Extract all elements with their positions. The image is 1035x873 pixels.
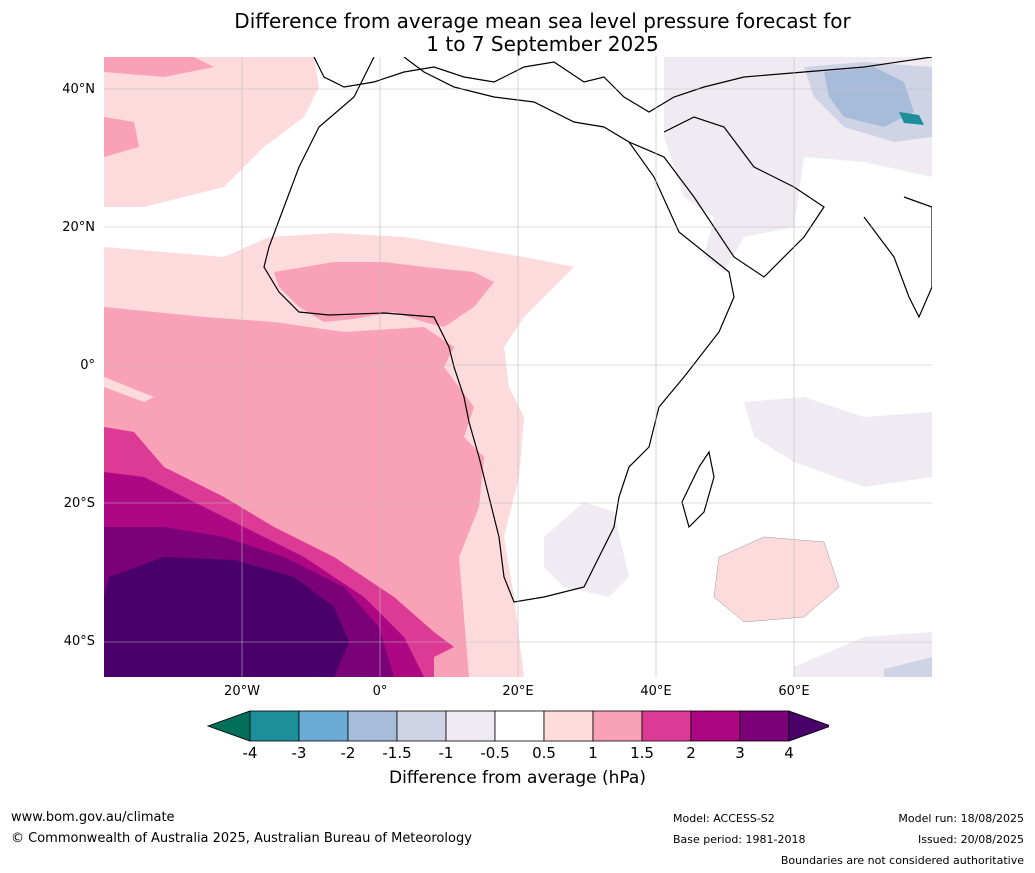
lon-tick-20w: 20°W (224, 684, 260, 699)
colorbar-tick: 0.5 (532, 744, 556, 762)
colorbar-cell (298, 710, 349, 742)
colorbar-tick: 4 (784, 744, 794, 762)
anomaly-4 (104, 557, 349, 677)
europe-coastline (313, 57, 932, 113)
lat-tick-20s: 20°S (63, 496, 95, 511)
colorbar-title: Difference from average (hPa) (389, 768, 646, 788)
lat-tick-40s: 40°S (63, 634, 95, 649)
footer-disclaimer: Boundaries are not considered authoritat… (780, 854, 1024, 867)
india-coastline (863, 196, 932, 319)
colorbar-extend-low (207, 710, 251, 742)
lat-tick-0: 0° (80, 358, 95, 373)
lon-tick-0: 0° (372, 684, 388, 699)
arabia-coastline (628, 116, 825, 278)
colorbar-tick: 2 (686, 744, 696, 762)
anomaly-1-west-africa (274, 262, 494, 327)
anomaly-neg-3 (899, 112, 924, 125)
colorbar-extend-high (788, 710, 829, 742)
footer-model: Model: ACCESS-S2 (673, 812, 775, 825)
colorbar-cell (249, 710, 300, 742)
footer-model-run: Model run: 18/08/2025 (898, 812, 1024, 825)
colorbar-tick: -0.5 (480, 744, 510, 762)
anomaly-neg-0p5-south-africa (544, 502, 629, 597)
colorbar-cell (592, 710, 643, 742)
lat-tick-40n: 40°N (62, 82, 95, 97)
colorbar-cell (690, 710, 741, 742)
colorbar-cell (494, 710, 545, 742)
graticule (104, 57, 932, 677)
footer-url[interactable]: www.bom.gov.au/climate (11, 810, 175, 825)
colorbar-tick: -4 (242, 744, 258, 762)
colorbar-tick: -2 (340, 744, 356, 762)
colorbar (207, 710, 829, 742)
colorbar-cell (445, 710, 496, 742)
colorbar-tick: -1.5 (382, 744, 412, 762)
colorbar-cell (396, 710, 447, 742)
colorbar-cell (739, 710, 790, 742)
lon-tick-60e: 60°E (778, 684, 810, 699)
colorbar-cell (641, 710, 692, 742)
anomaly-1-north (104, 57, 214, 77)
anomaly-1-atlantic (104, 117, 139, 157)
pressure-anomaly-map (104, 57, 932, 677)
footer-copyright: © Commonwealth of Australia 2025, Austra… (11, 831, 472, 846)
lon-tick-20e: 20°E (502, 684, 534, 699)
anomaly-0p5-indian-ocean (713, 536, 840, 623)
anomaly-neg-1p5 (824, 67, 914, 127)
colorbar-cell (543, 710, 594, 742)
anomaly-0p5-atlantic (104, 57, 319, 207)
colorbar-tick: 1 (588, 744, 598, 762)
colorbar-tick: 3 (735, 744, 745, 762)
title-line-1: Difference from average mean sea level p… (234, 9, 851, 33)
colorbar-tick: 1.5 (630, 744, 654, 762)
colorbar-tick: -3 (291, 744, 307, 762)
lon-tick-40e: 40°E (640, 684, 672, 699)
madagascar-coastline (681, 450, 715, 529)
footer-base-period: Base period: 1981-2018 (673, 833, 806, 846)
anomaly-neg-1p5-south (884, 657, 932, 677)
title-line-2: 1 to 7 September 2025 (426, 32, 659, 56)
anomaly-neg-0p5-indian-ocean (744, 397, 932, 487)
colorbar-cell (347, 710, 398, 742)
colorbar-tick: -1 (438, 744, 454, 762)
lat-tick-20n: 20°N (62, 220, 95, 235)
footer-issued: Issued: 20/08/2025 (917, 833, 1024, 846)
map-title: Difference from average mean sea level p… (0, 10, 1035, 56)
